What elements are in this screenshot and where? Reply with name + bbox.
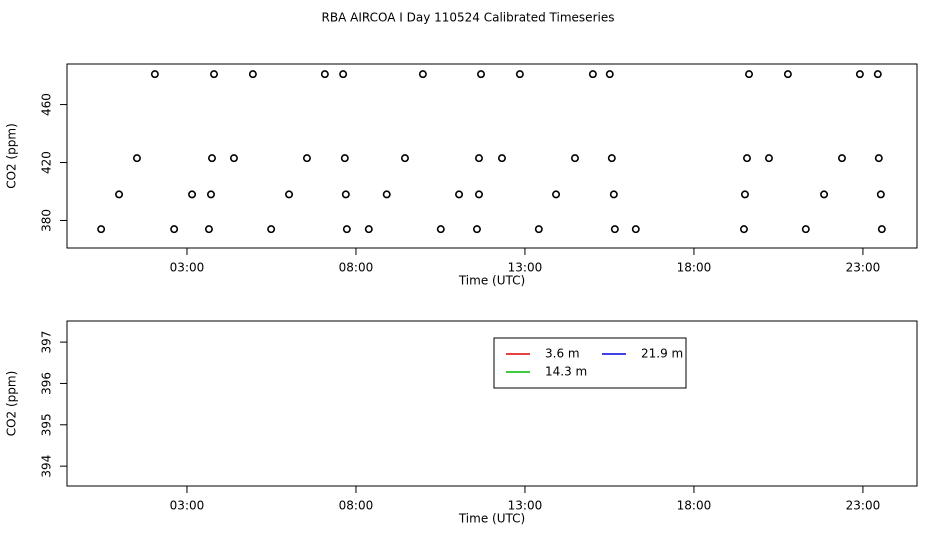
x-tick-label: 03:00: [170, 499, 205, 513]
x-tick-label: 08:00: [339, 499, 374, 513]
x-tick-label: 08:00: [339, 261, 374, 275]
x-tick-label: 23:00: [846, 261, 881, 275]
data-point: [876, 190, 885, 199]
data-point: [455, 190, 464, 199]
data-point: [497, 154, 506, 163]
data-point: [115, 190, 124, 199]
data-point: [210, 70, 219, 79]
data-point: [207, 154, 216, 163]
data-point: [472, 225, 481, 234]
x-tick-label: 18:00: [677, 499, 712, 513]
data-point: [132, 154, 141, 163]
data-point: [285, 190, 294, 199]
x-tick-label: 13:00: [508, 499, 543, 513]
data-point: [302, 154, 311, 163]
data-point: [877, 225, 886, 234]
data-point: [605, 70, 614, 79]
y-tick-label: 396: [40, 372, 54, 395]
y-axis-label: CO2 (ppm): [5, 123, 19, 189]
data-point: [320, 70, 329, 79]
data-point: [855, 70, 864, 79]
data-point: [341, 190, 350, 199]
x-axis-label: Time (UTC): [458, 274, 525, 288]
data-point: [739, 225, 748, 234]
x-tick-label: 13:00: [508, 261, 543, 275]
y-tick-label: 460: [40, 93, 54, 116]
data-point: [837, 154, 846, 163]
x-tick-label: 23:00: [846, 499, 881, 513]
legend-box: [493, 337, 687, 389]
data-point: [874, 154, 883, 163]
data-point: [552, 190, 561, 199]
data-point: [607, 154, 616, 163]
y-tick-label: 420: [40, 151, 54, 174]
data-point: [339, 70, 348, 79]
data-point: [188, 190, 197, 199]
data-point: [609, 190, 618, 199]
data-point: [229, 154, 238, 163]
data-point: [248, 70, 257, 79]
data-point: [340, 154, 349, 163]
data-point: [820, 190, 829, 199]
data-point: [745, 70, 754, 79]
data-point: [610, 225, 619, 234]
data-point: [631, 225, 640, 234]
data-point: [436, 225, 445, 234]
data-point: [418, 70, 427, 79]
data-point: [204, 225, 213, 234]
data-point: [764, 154, 773, 163]
data-point: [267, 225, 276, 234]
data-point: [588, 70, 597, 79]
data-point: [873, 70, 882, 79]
data-point: [150, 70, 159, 79]
data-point: [342, 225, 351, 234]
plot-frame: [66, 63, 918, 249]
page-title: RBA AIRCOA I Day 110524 Calibrated Times…: [322, 11, 615, 25]
data-point: [170, 225, 179, 234]
data-point: [740, 190, 749, 199]
data-point: [400, 154, 409, 163]
data-point: [474, 190, 483, 199]
y-tick-label: 394: [40, 455, 54, 478]
legend-label: 3.6 m: [545, 347, 580, 361]
data-point: [515, 70, 524, 79]
y-tick-label: 380: [40, 209, 54, 232]
data-point: [534, 225, 543, 234]
data-point: [801, 225, 810, 234]
data-point: [570, 154, 579, 163]
data-point: [97, 225, 106, 234]
data-point: [477, 70, 486, 79]
y-axis-label: CO2 (ppm): [5, 371, 19, 437]
x-axis-label: Time (UTC): [458, 512, 525, 526]
x-tick-label: 18:00: [677, 261, 712, 275]
data-point: [742, 154, 751, 163]
legend-label: 21.9 m: [641, 347, 683, 361]
y-tick-label: 397: [40, 331, 54, 354]
data-point: [474, 154, 483, 163]
y-tick-label: 395: [40, 413, 54, 436]
data-point: [364, 225, 373, 234]
data-point: [382, 190, 391, 199]
data-point: [206, 190, 215, 199]
legend-label: 14.3 m: [545, 365, 587, 379]
x-tick-label: 03:00: [170, 261, 205, 275]
plot-frame: [66, 320, 918, 487]
data-point: [783, 70, 792, 79]
